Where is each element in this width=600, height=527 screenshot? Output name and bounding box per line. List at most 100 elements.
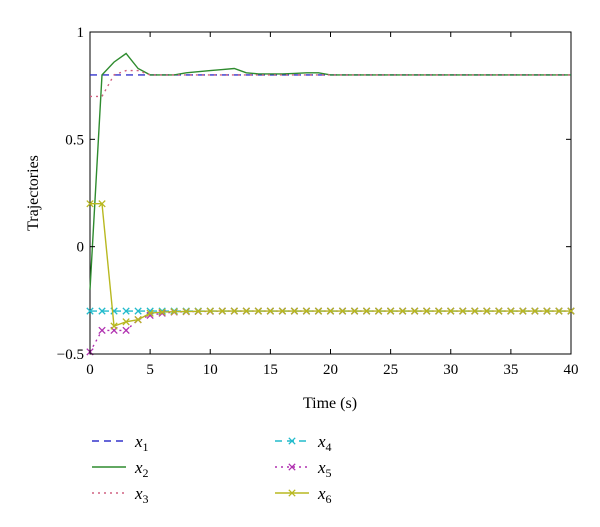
series-line-x6	[90, 202, 571, 328]
legend-item-x3: x3	[92, 484, 149, 506]
y-tick-label: 0.5	[65, 132, 84, 148]
series-x2	[89, 52, 571, 290]
data-point-x6	[350, 307, 359, 315]
legend-label-subscript: 2	[143, 466, 149, 480]
series-x3	[90, 69, 571, 98]
data-point-x5	[98, 326, 106, 335]
legend-label-x6: x6	[317, 484, 332, 506]
data-point-x6	[86, 200, 94, 208]
data-point-x6	[531, 307, 539, 315]
data-point-x6	[543, 307, 551, 315]
data-point-x6	[302, 307, 311, 315]
data-point-x6	[555, 307, 563, 315]
series-layer	[86, 52, 575, 356]
legend-label-x5: x5	[317, 458, 332, 480]
data-point-x6	[398, 307, 407, 315]
data-point-x6	[314, 307, 323, 315]
data-point-x4	[86, 307, 94, 315]
data-point-x6	[507, 307, 515, 315]
legend-label-x2: x2	[134, 458, 149, 480]
legend-item-x6: x6	[275, 484, 332, 506]
legend-label-main: x	[134, 432, 143, 451]
legend-label-main: x	[134, 458, 143, 477]
legend-marker-x5	[288, 463, 296, 471]
data-point-x6	[435, 307, 443, 315]
y-tick-label: −0.5	[57, 347, 84, 363]
data-point-x6	[447, 307, 455, 315]
axis-layer: 0 5 10 15 20 25 30 35 40−0.500.51	[57, 25, 579, 378]
x-axis-label: Time (s)	[303, 395, 357, 412]
series-x6	[86, 200, 575, 330]
data-point-x6	[459, 307, 467, 315]
legend-label-main: x	[317, 458, 326, 477]
data-point-x4	[98, 307, 106, 315]
data-point-x6	[519, 307, 527, 315]
data-point-x6	[146, 309, 154, 317]
legend-label-x3: x3	[134, 484, 149, 506]
data-point-x6	[206, 307, 214, 315]
legend-item-x2: x2	[92, 458, 149, 480]
data-point-x6	[483, 307, 491, 315]
legend-label-main: x	[317, 432, 326, 451]
data-point-x6	[374, 307, 383, 315]
x-tick-label: 0	[86, 362, 94, 378]
x-tick-label: 25	[383, 362, 398, 378]
legend-item-x1: x1	[92, 432, 149, 454]
data-point-x6	[471, 307, 479, 315]
data-point-x6	[338, 307, 347, 315]
legend-marker-x4	[288, 437, 296, 445]
legend-label-x1: x1	[134, 432, 149, 454]
legend-label-main: x	[134, 484, 143, 503]
data-point-x6	[158, 308, 166, 316]
data-point-x6	[290, 307, 299, 315]
data-point-x6	[98, 200, 106, 208]
data-point-x6	[218, 307, 226, 315]
data-point-x6	[242, 307, 250, 315]
data-point-x6	[386, 307, 395, 315]
data-point-x6	[194, 307, 202, 315]
data-point-x6	[326, 307, 335, 315]
data-point-x4	[134, 307, 142, 315]
legend-label-subscript: 5	[326, 466, 332, 480]
x-tick-label: 30	[443, 362, 458, 378]
legend-label-x4: x4	[317, 432, 332, 454]
series-line-x2	[89, 52, 571, 290]
data-point-x6	[170, 308, 178, 316]
series-line-x5	[89, 310, 571, 353]
x-tick-label: 20	[323, 362, 338, 378]
x-tick-label: 10	[203, 362, 218, 378]
data-point-x6	[423, 307, 431, 315]
legend-item-x4: x4	[275, 432, 332, 454]
data-point-x6	[266, 307, 275, 315]
series-line-x3	[90, 69, 571, 98]
x-tick-label: 35	[503, 362, 518, 378]
data-point-x6	[278, 307, 287, 315]
data-point-x6	[230, 307, 238, 315]
x-tick-label: 15	[263, 362, 278, 378]
data-point-x5	[122, 326, 130, 335]
data-point-x6	[254, 307, 263, 315]
legend-label-subscript: 3	[143, 492, 149, 506]
legend-marker-x6	[288, 489, 296, 497]
y-tick-label: 0	[77, 240, 85, 256]
data-point-x5	[158, 309, 166, 317]
y-axis-label: Trajectories	[25, 155, 42, 231]
data-point-x6	[122, 318, 130, 326]
y-tick-label: 1	[77, 25, 85, 41]
plot-area	[89, 31, 572, 355]
x-tick-label: 40	[564, 362, 579, 378]
legend-label-subscript: 4	[326, 440, 332, 454]
data-point-x6	[134, 315, 142, 324]
legend-item-x5: x5	[275, 458, 332, 480]
data-point-x6	[411, 307, 419, 315]
data-point-x6	[495, 307, 503, 315]
data-point-x4	[122, 307, 130, 315]
legend-label-subscript: 6	[326, 492, 332, 506]
legend-label-subscript: 1	[143, 440, 149, 454]
legend-label-main: x	[317, 484, 326, 503]
data-point-x6	[110, 322, 118, 330]
data-point-x6	[567, 307, 575, 315]
x-tick-label: 5	[146, 362, 154, 378]
